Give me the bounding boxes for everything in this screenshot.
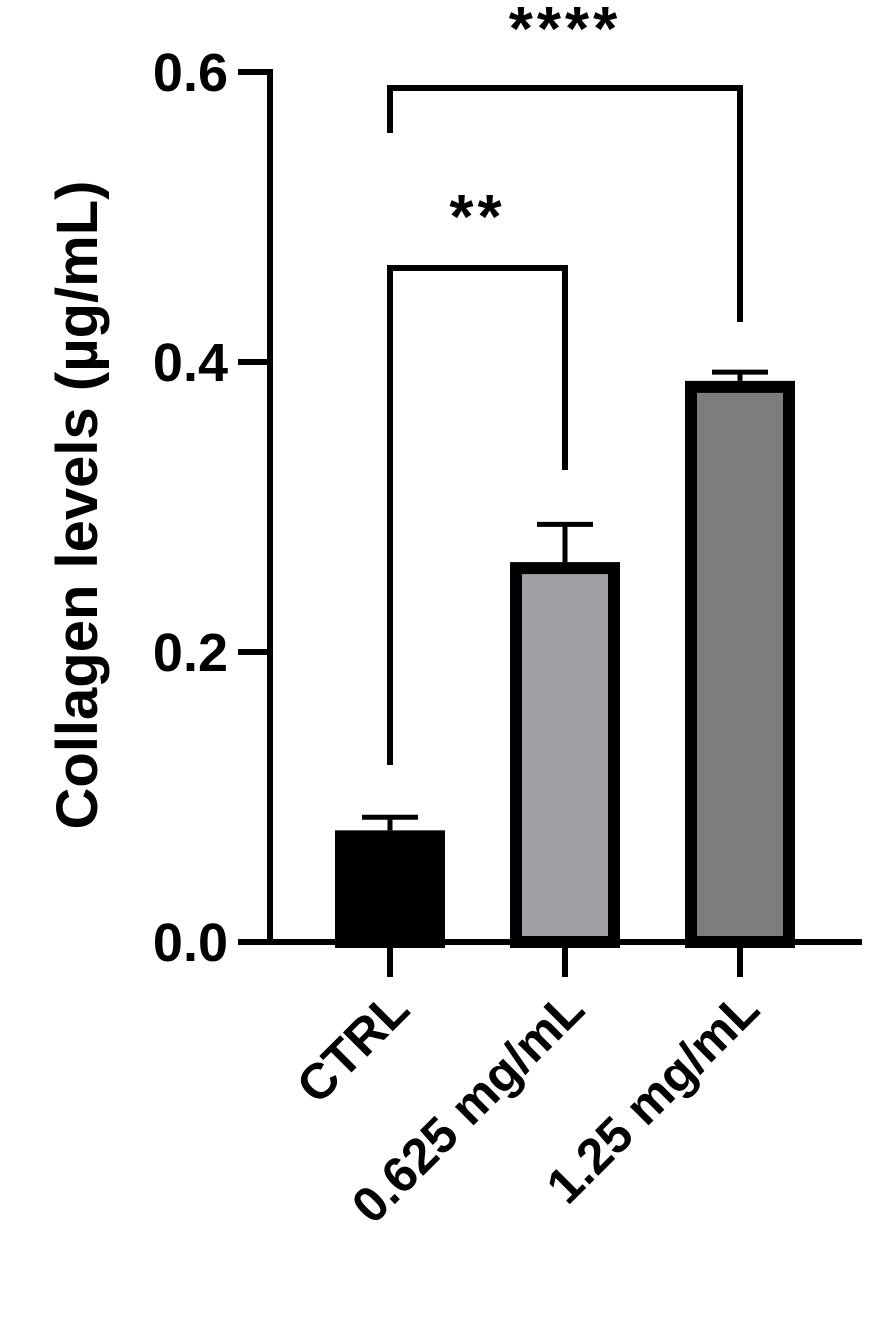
y-tick-label: 0.2 xyxy=(153,623,228,683)
y-axis-title: Collagen levels (µg/mL) xyxy=(45,181,110,830)
significance-label: **** xyxy=(509,0,622,64)
bar xyxy=(335,830,445,948)
significance-brackets: ****** xyxy=(387,0,743,765)
bar xyxy=(510,562,620,948)
significance-bracket xyxy=(387,85,743,322)
significance-bracket xyxy=(387,265,568,765)
significance-label: ** xyxy=(449,183,505,252)
bars xyxy=(335,369,795,949)
y-tick-label: 0.0 xyxy=(153,913,228,973)
y-tick-label: 0.4 xyxy=(153,333,228,393)
bar xyxy=(685,380,795,949)
x-category-label: CTRL xyxy=(286,980,420,1114)
y-axis: 0.0 0.2 0.4 0.6 xyxy=(153,43,273,973)
y-tick-label: 0.6 xyxy=(153,43,228,103)
